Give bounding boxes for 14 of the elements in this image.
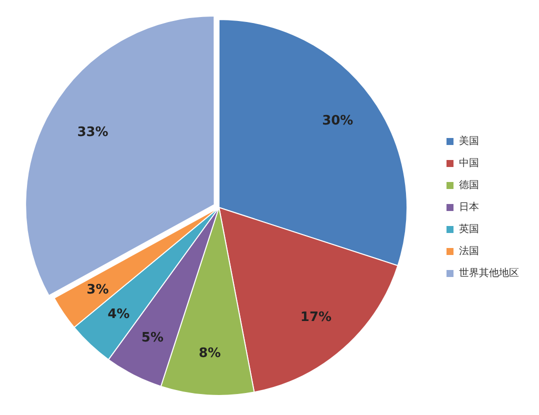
data-label: 30%	[322, 114, 354, 129]
legend-label: 日本	[459, 201, 479, 214]
legend-label: 法国	[459, 245, 479, 258]
legend-label: 美国	[459, 135, 479, 148]
legend-label: 中国	[459, 157, 479, 170]
data-label: 8%	[198, 346, 221, 362]
legend-label: 英国	[459, 223, 479, 236]
legend-label: 德国	[459, 180, 479, 192]
data-label: 5%	[141, 330, 164, 346]
data-label: 4%	[108, 306, 130, 322]
data-label: 17%	[300, 310, 332, 325]
data-label: 3%	[86, 282, 109, 298]
data-label: 33%	[77, 125, 108, 140]
legend-label: 世界其他地区	[459, 267, 519, 280]
